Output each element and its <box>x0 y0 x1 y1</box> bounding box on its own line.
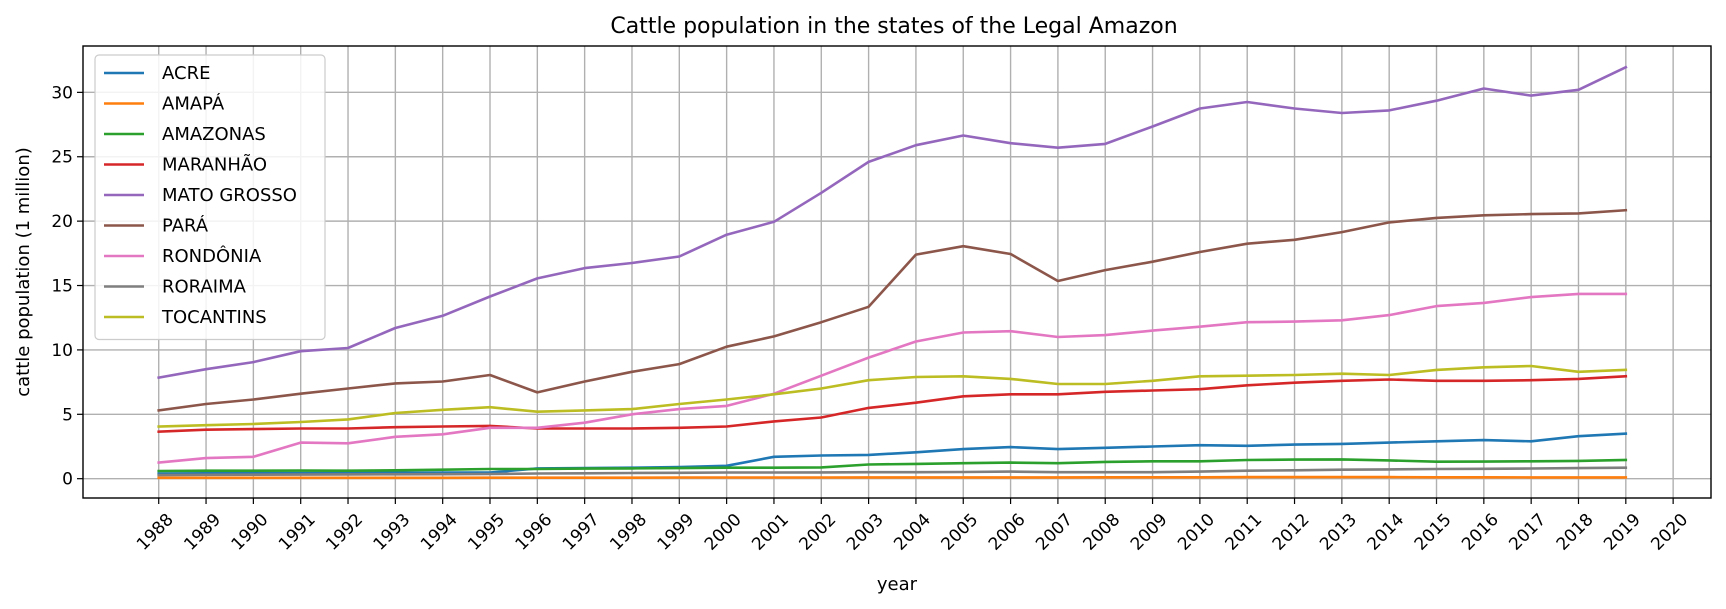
legend: ACRE AMAPÁ AMAZONAS MARANHÃO MATO GROSSO PARÁ… <box>94 54 326 341</box>
plot-frame <box>82 45 1712 499</box>
series-line-roraima <box>157 466 1628 477</box>
series-line-acre <box>157 432 1628 475</box>
legend-label: RONDÔNIA <box>162 245 262 267</box>
series-line-mato-grosso <box>157 65 1628 380</box>
series-line-amazonas <box>157 458 1628 473</box>
legend-label: TOCANTINS <box>161 307 267 328</box>
y-tick-label: 20 <box>51 212 73 232</box>
y-tick-label: 10 <box>51 341 73 361</box>
series-line-para <box>157 208 1628 412</box>
series-line-tocantins <box>157 364 1628 428</box>
legend-label: MARANHÃO <box>162 154 267 176</box>
legend-label: MATO GROSSO <box>162 185 297 206</box>
x-axis-label: year <box>877 574 918 595</box>
legend-label: PARÁ <box>162 215 209 237</box>
chart-title: Cattle population in the states of the L… <box>610 14 1177 39</box>
legend-box <box>94 54 326 341</box>
y-tick-label: 25 <box>51 148 73 168</box>
legend-label: ACRE <box>162 63 210 84</box>
series-line-amapa <box>157 475 1628 480</box>
y-axis-label: cattle population (1 million) <box>13 147 34 397</box>
legend-label: AMAPÁ <box>162 93 225 115</box>
series-line-maranhao <box>157 374 1628 434</box>
y-axis-ticks: 0 5 10 15 20 25 30 <box>51 83 83 490</box>
y-tick-label: 15 <box>51 277 73 297</box>
y-tick-label: 0 <box>62 470 73 490</box>
legend-label: RORAIMA <box>162 277 247 298</box>
legend-label: AMAZONAS <box>162 124 266 145</box>
series-lines <box>157 65 1628 480</box>
y-tick-label: 30 <box>51 83 73 103</box>
y-tick-label: 5 <box>62 405 73 425</box>
series-line-rondonia <box>157 292 1628 465</box>
